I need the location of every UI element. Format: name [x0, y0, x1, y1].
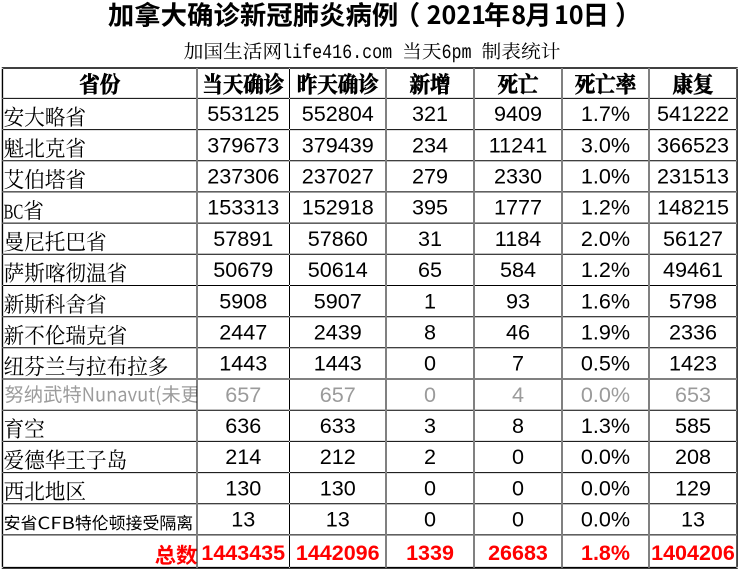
svg-text:2336: 2336: [669, 320, 717, 345]
svg-text:1443: 1443: [219, 351, 267, 376]
svg-text:552804: 552804: [302, 101, 374, 126]
svg-text:5908: 5908: [219, 288, 267, 313]
svg-text:1.0%: 1.0%: [581, 164, 630, 189]
svg-text:130: 130: [320, 475, 356, 500]
svg-text:1.2%: 1.2%: [581, 257, 630, 282]
svg-text:1339: 1339: [406, 541, 454, 565]
svg-text:541222: 541222: [657, 101, 729, 126]
svg-text:1442096: 1442096: [296, 541, 380, 565]
svg-text:2: 2: [424, 444, 436, 469]
svg-text:153313: 153313: [207, 195, 279, 220]
svg-text:46: 46: [506, 320, 530, 345]
svg-text:1184: 1184: [495, 226, 541, 251]
svg-text:1443435: 1443435: [201, 541, 285, 565]
svg-text:2439: 2439: [314, 320, 362, 345]
svg-text:1.8%: 1.8%: [581, 541, 630, 565]
svg-text:1.2%: 1.2%: [581, 195, 630, 220]
svg-text:234: 234: [412, 132, 448, 157]
svg-text:1443: 1443: [314, 351, 362, 376]
svg-text:3: 3: [424, 413, 436, 438]
svg-text:7: 7: [512, 351, 524, 376]
svg-text:1.7%: 1.7%: [581, 101, 630, 126]
svg-text:0: 0: [512, 444, 524, 469]
svg-text:0.0%: 0.0%: [581, 507, 630, 532]
svg-text:152918: 152918: [302, 195, 374, 220]
svg-text:2330: 2330: [494, 164, 542, 189]
svg-text:2.0%: 2.0%: [581, 226, 630, 251]
svg-text:1777: 1777: [494, 195, 542, 220]
svg-text:8: 8: [512, 413, 524, 438]
svg-text:57860: 57860: [308, 226, 368, 251]
svg-text:379439: 379439: [302, 132, 374, 157]
svg-text:1.3%: 1.3%: [581, 413, 630, 438]
svg-text:50679: 50679: [213, 257, 273, 282]
svg-text:0.0%: 0.0%: [581, 475, 630, 500]
svg-text:0: 0: [512, 475, 524, 500]
svg-text:208: 208: [675, 444, 711, 469]
svg-text:1404206: 1404206: [651, 541, 735, 565]
svg-text:231513: 231513: [657, 164, 729, 189]
svg-text:56127: 56127: [663, 226, 723, 251]
svg-text:0.5%: 0.5%: [581, 351, 630, 376]
svg-text:212: 212: [320, 444, 356, 469]
svg-text:9409: 9409: [494, 101, 542, 126]
svg-text:395: 395: [412, 195, 448, 220]
svg-text:1423: 1423: [669, 351, 717, 376]
svg-text:13: 13: [681, 507, 705, 532]
svg-text:0: 0: [424, 351, 436, 376]
svg-text:26683: 26683: [488, 541, 548, 565]
svg-text:0: 0: [424, 507, 436, 532]
svg-text:130: 130: [225, 475, 261, 500]
svg-text:1.6%: 1.6%: [581, 288, 630, 313]
svg-text:57891: 57891: [213, 226, 273, 251]
svg-text:279: 279: [412, 164, 448, 189]
svg-text:31: 31: [418, 226, 442, 251]
svg-text:214: 214: [225, 444, 261, 469]
svg-text:237306: 237306: [207, 164, 279, 189]
svg-text:148215: 148215: [657, 195, 729, 220]
svg-text:237027: 237027: [302, 164, 374, 189]
svg-text:0.0%: 0.0%: [581, 382, 630, 407]
svg-text:4: 4: [512, 382, 524, 407]
svg-text:657: 657: [225, 382, 261, 407]
svg-text:129: 129: [675, 475, 711, 500]
svg-text:50614: 50614: [308, 257, 368, 282]
svg-text:11241: 11241: [489, 132, 547, 157]
svg-text:65: 65: [418, 257, 442, 282]
svg-text:553125: 553125: [207, 101, 279, 126]
svg-text:585: 585: [675, 413, 711, 438]
svg-text:8: 8: [424, 320, 436, 345]
svg-text:584: 584: [500, 257, 536, 282]
svg-text:0.0%: 0.0%: [581, 444, 630, 469]
svg-text:3.0%: 3.0%: [581, 132, 630, 157]
svg-text:653: 653: [675, 382, 711, 407]
svg-text:49461: 49461: [663, 257, 723, 282]
svg-text:636: 636: [225, 413, 261, 438]
svg-text:366523: 366523: [657, 132, 729, 157]
svg-text:5798: 5798: [669, 288, 717, 313]
svg-text:0: 0: [424, 382, 436, 407]
svg-text:2447: 2447: [219, 320, 267, 345]
svg-text:1: 1: [424, 288, 436, 313]
svg-text:657: 657: [320, 382, 356, 407]
svg-text:13: 13: [231, 507, 255, 532]
svg-text:1.9%: 1.9%: [581, 320, 630, 345]
svg-text:93: 93: [506, 288, 530, 313]
svg-text:633: 633: [320, 413, 356, 438]
svg-text:0: 0: [512, 507, 524, 532]
svg-text:5907: 5907: [314, 288, 362, 313]
svg-text:13: 13: [326, 507, 350, 532]
svg-text:321: 321: [412, 101, 448, 126]
svg-text:0: 0: [424, 475, 436, 500]
svg-text:379673: 379673: [207, 132, 279, 157]
